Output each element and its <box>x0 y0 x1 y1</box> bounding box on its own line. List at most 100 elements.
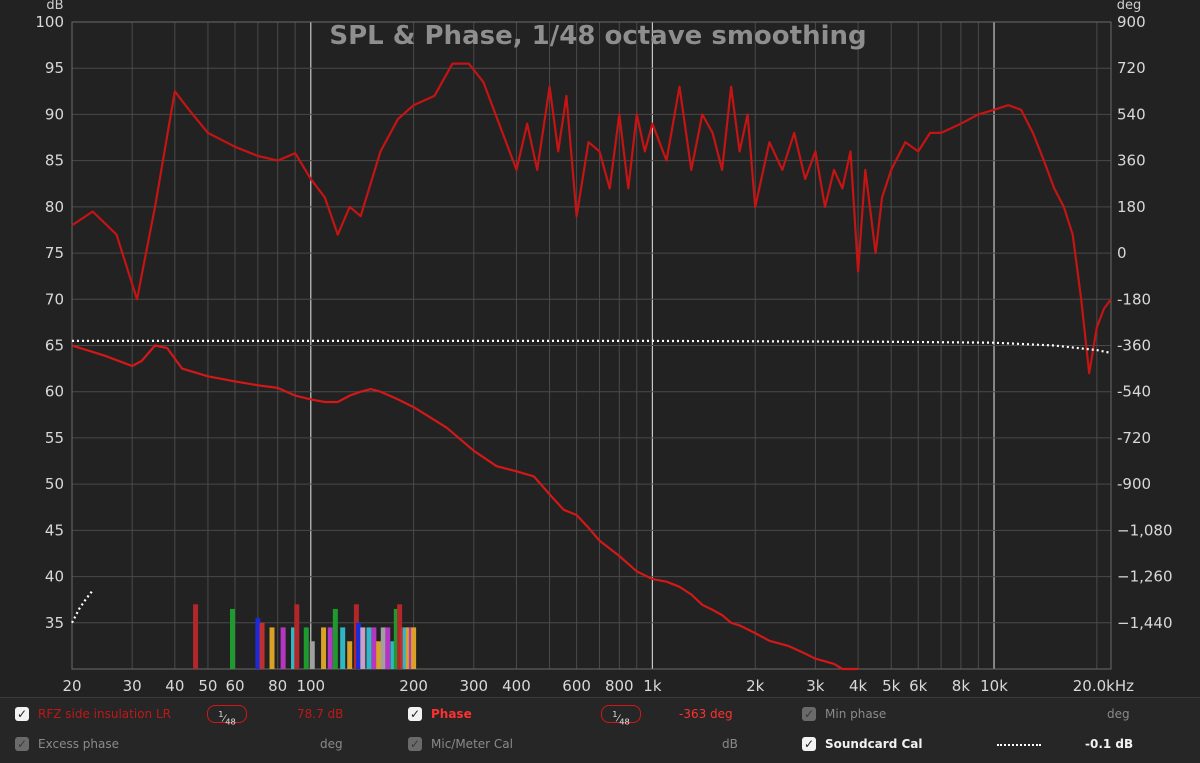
trace-value: 78.7 dB <box>297 707 344 721</box>
axes: 100 95 90 85 80 75 70 65 60 55 50 45 40 35 900 720 540 36… <box>35 13 1172 695</box>
x-tick-label: 4k <box>849 677 868 695</box>
marker-bar <box>340 627 346 669</box>
x-tick-label: 300 <box>459 677 488 695</box>
x-tick-label: 20.0kHz <box>1073 677 1134 695</box>
smoothing-badge[interactable]: 1⁄48 <box>207 705 247 727</box>
y-left-tick-label: 95 <box>45 59 64 77</box>
y-left-tick-label: 35 <box>45 614 64 632</box>
frequency-markers <box>193 604 417 669</box>
y-right-tick-label: 720 <box>1117 59 1146 77</box>
right-axis-unit: deg <box>1117 0 1142 13</box>
y-right-tick-label: 0 <box>1117 244 1127 262</box>
marker-bar <box>371 627 377 669</box>
marker-bar <box>294 604 300 669</box>
soundcard-cal-line-sample <box>997 744 1041 746</box>
phase-smoothing-badge[interactable]: 1⁄48 <box>601 705 641 727</box>
y-left-tick-label: 60 <box>45 383 64 401</box>
x-tick-label: 600 <box>562 677 591 695</box>
x-tick-label: 3k <box>806 677 825 695</box>
marker-bar <box>280 627 286 669</box>
marker-bar <box>366 627 372 669</box>
marker-bar <box>332 608 338 669</box>
smoothing-num: 1 <box>218 709 224 719</box>
y-right-tick-label: −1,440 <box>1117 614 1173 632</box>
marker-bar <box>193 604 199 669</box>
marker-bar <box>230 608 236 669</box>
x-tick-label: 100 <box>296 677 325 695</box>
min-phase-label[interactable]: Min phase <box>825 707 887 721</box>
y-right-tick-label: -540 <box>1117 383 1151 401</box>
marker-bar <box>405 627 411 669</box>
trace-checkbox[interactable]: ✓ <box>15 707 29 721</box>
series-line <box>71 62 1112 375</box>
marker-bar <box>255 618 261 669</box>
y-right-tick-label: −1,260 <box>1117 568 1173 586</box>
y-right-tick-label: 900 <box>1117 13 1146 31</box>
marker-bar <box>411 627 417 669</box>
marker-bar <box>309 641 315 669</box>
series-line <box>71 589 94 624</box>
y-right-tick-label: 180 <box>1117 198 1146 216</box>
marker-bar <box>385 627 391 669</box>
smoothing-den: 48 <box>619 716 630 727</box>
soundcard-cal-label[interactable]: Soundcard Cal <box>825 737 923 751</box>
y-left-tick-label: 90 <box>45 105 64 123</box>
smoothing-den: 48 <box>225 716 236 727</box>
min-phase-checkbox[interactable]: ✓ <box>802 707 816 721</box>
x-tick-label: 50 <box>198 677 217 695</box>
y-right-tick-label: 540 <box>1117 105 1146 123</box>
y-left-tick-label: 55 <box>45 429 64 447</box>
y-left-tick-label: 85 <box>45 152 64 170</box>
y-left-tick-label: 100 <box>35 13 64 31</box>
marker-bar <box>303 627 309 669</box>
y-left-tick-label: 70 <box>45 290 64 308</box>
smoothing-num: 1 <box>612 709 618 719</box>
mic-cal-checkbox[interactable]: ✓ <box>408 737 422 751</box>
excess-phase-label[interactable]: Excess phase <box>38 737 119 751</box>
marker-bar <box>259 622 265 669</box>
mic-cal-unit: dB <box>722 737 738 751</box>
y-right-tick-label: -180 <box>1117 290 1151 308</box>
x-tick-label: 40 <box>165 677 184 695</box>
y-left-tick-label: 75 <box>45 244 64 262</box>
x-tick-label: 6k <box>909 677 928 695</box>
marker-bar <box>327 627 333 669</box>
y-left-tick-label: 65 <box>45 337 64 355</box>
y-left-tick-label: 50 <box>45 475 64 493</box>
y-left-tick-label: 40 <box>45 568 64 586</box>
chart-title: SPL & Phase, 1/48 octave smoothing <box>329 21 866 51</box>
marker-bar <box>347 641 353 669</box>
marker-bar <box>390 641 396 669</box>
y-left-tick-label: 45 <box>45 521 64 539</box>
series-line <box>72 339 1112 354</box>
min-phase-unit: deg <box>1107 707 1130 721</box>
marker-bar <box>393 608 399 669</box>
x-tick-label: 1k <box>643 677 662 695</box>
marker-bar <box>290 627 296 669</box>
series-layer <box>71 62 1112 671</box>
trace-label[interactable]: RFZ side insulation LR <box>38 707 171 721</box>
marker-bar <box>356 622 362 669</box>
excess-phase-checkbox[interactable]: ✓ <box>15 737 29 751</box>
x-tick-label: 20 <box>62 677 81 695</box>
y-left-tick-label: 80 <box>45 198 64 216</box>
x-tick-label: 400 <box>502 677 531 695</box>
x-tick-label: 2k <box>746 677 765 695</box>
phase-label[interactable]: Phase <box>431 707 472 721</box>
marker-bar <box>321 627 327 669</box>
legend-panel: ✓ RFZ side insulation LR 1⁄48 78.7 dB ✓ … <box>0 697 1200 763</box>
x-tick-label: 30 <box>123 677 142 695</box>
soundcard-cal-checkbox[interactable]: ✓ <box>802 737 816 751</box>
marker-bar <box>397 604 403 669</box>
x-tick-label: 5k <box>882 677 901 695</box>
x-tick-label: 10k <box>980 677 1008 695</box>
x-tick-label: 80 <box>268 677 287 695</box>
excess-phase-unit: deg <box>320 737 343 751</box>
x-tick-label: 8k <box>952 677 971 695</box>
phase-checkbox[interactable]: ✓ <box>408 707 422 721</box>
x-tick-label: 800 <box>605 677 634 695</box>
left-axis-unit: dB <box>46 0 63 13</box>
grid <box>71 21 1112 670</box>
mic-cal-label[interactable]: Mic/Meter Cal <box>431 737 513 751</box>
marker-bar <box>269 627 275 669</box>
